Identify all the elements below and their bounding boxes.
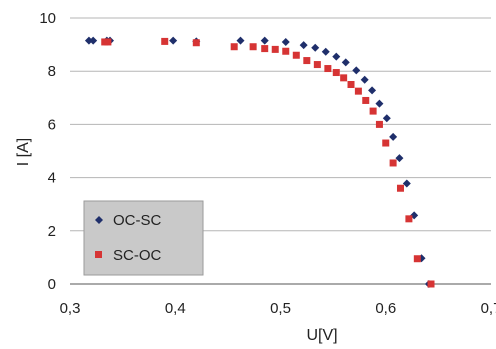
series-sc-oc	[101, 37, 435, 288]
data-point	[352, 66, 361, 75]
y-tick-label: 8	[48, 63, 56, 80]
data-point	[292, 51, 300, 59]
data-point	[89, 36, 98, 45]
data-point	[405, 215, 413, 223]
data-point	[341, 58, 350, 67]
legend-marker-sc-oc	[95, 251, 102, 258]
data-point	[354, 87, 362, 95]
y-axis-title: I [A]	[15, 138, 32, 166]
data-point	[249, 43, 257, 51]
data-point	[369, 107, 377, 115]
data-point	[169, 36, 178, 45]
data-point	[161, 37, 169, 45]
data-point	[375, 120, 383, 128]
y-tick-label: 6	[48, 116, 56, 133]
data-points	[84, 36, 435, 288]
data-point	[236, 36, 245, 45]
data-point	[332, 52, 341, 61]
y-tick-label: 4	[48, 170, 56, 187]
data-point	[389, 132, 398, 141]
legend-item-oc-sc: OC-SC	[95, 212, 162, 229]
data-point	[321, 47, 330, 56]
data-point	[271, 45, 279, 53]
data-point	[192, 39, 200, 47]
y-tick-label: 2	[48, 223, 56, 240]
data-point	[347, 81, 355, 88]
data-point	[382, 114, 391, 123]
x-tick-label: 0,3	[60, 300, 81, 317]
data-point	[313, 61, 321, 69]
x-axis-title: U[V]	[306, 327, 337, 344]
data-point	[362, 96, 370, 104]
data-point	[375, 99, 384, 108]
data-point	[299, 41, 308, 50]
data-point	[396, 184, 404, 192]
x-tick-label: 0,5	[270, 300, 291, 317]
data-point	[84, 36, 93, 45]
y-tick-label: 10	[39, 10, 56, 27]
data-point	[324, 65, 332, 73]
data-point	[389, 159, 397, 167]
legend-label-oc-sc: OC-SC	[113, 212, 162, 229]
data-point	[340, 74, 348, 82]
legend-item-sc-oc: SC-OC	[95, 247, 162, 264]
x-tick-label: 0,6	[375, 300, 396, 317]
data-point	[382, 139, 390, 147]
data-point	[395, 154, 404, 163]
data-point	[281, 37, 290, 46]
data-point	[230, 43, 238, 51]
legend-label-sc-oc: SC-OC	[113, 247, 162, 264]
data-point	[332, 69, 340, 77]
data-point	[368, 86, 377, 95]
data-point	[104, 38, 112, 46]
y-tick-label: 0	[48, 276, 56, 293]
legend-box	[83, 200, 204, 276]
data-point	[402, 179, 411, 188]
data-point	[311, 43, 320, 52]
x-tick-label: 0,4	[165, 300, 186, 317]
data-point	[303, 57, 311, 65]
data-point	[360, 75, 369, 84]
gridlines	[70, 17, 491, 232]
y-tick-labels: 0 2 4 6 8 10	[39, 10, 56, 293]
x-tick-labels: 0,3 0,4 0,5 0,6 0,7	[60, 300, 496, 317]
legend: OC-SC SC-OC	[83, 200, 204, 276]
x-tick-label: 0,7	[481, 300, 496, 317]
data-point	[260, 36, 269, 45]
data-point	[261, 45, 269, 53]
legend-marker-oc-sc	[95, 216, 103, 224]
data-point	[427, 280, 435, 288]
data-point	[413, 255, 421, 263]
data-point	[282, 47, 290, 55]
